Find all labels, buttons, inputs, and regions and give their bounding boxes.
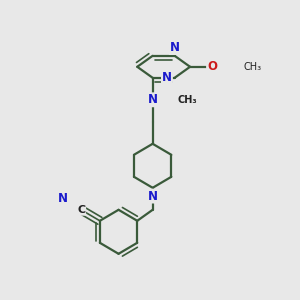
Text: C: C: [77, 205, 85, 215]
Text: N: N: [170, 41, 180, 54]
Text: O: O: [207, 60, 217, 73]
Text: CH₃: CH₃: [178, 95, 198, 105]
Text: CH₃: CH₃: [244, 62, 262, 72]
Text: N: N: [148, 190, 158, 202]
Text: N: N: [58, 192, 68, 205]
Text: N: N: [148, 93, 158, 106]
Text: N: N: [162, 71, 172, 84]
